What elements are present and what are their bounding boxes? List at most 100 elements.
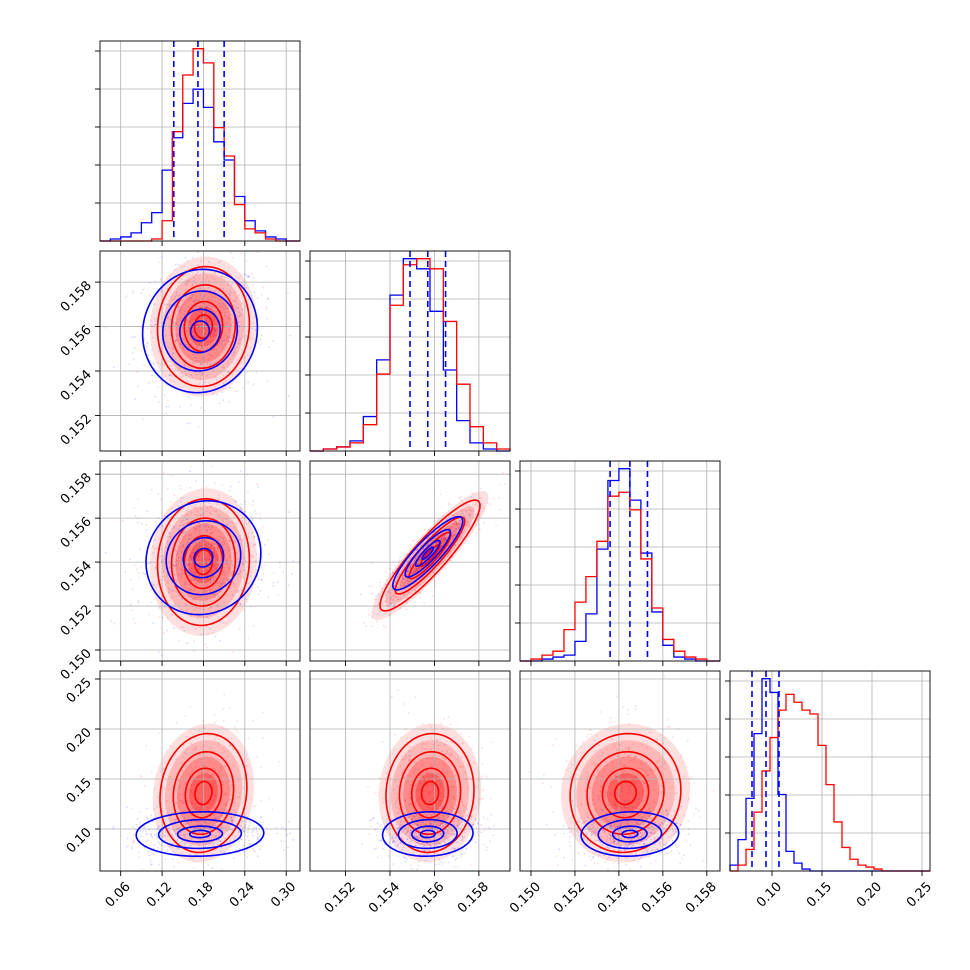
sample-point-red (194, 765, 197, 768)
sample-point-red (400, 835, 403, 838)
sample-point-blue (173, 525, 176, 528)
sample-point-blue (385, 827, 388, 829)
sample-point-red (455, 798, 458, 801)
sample-point-red (399, 607, 402, 609)
sample-point-red (213, 385, 216, 388)
sample-point-red (450, 804, 453, 806)
sample-point-red (453, 797, 456, 800)
sample-point-blue (372, 817, 375, 820)
sample-point-red (424, 780, 426, 783)
sample-point-blue (162, 810, 165, 812)
sample-point-red (178, 294, 181, 297)
sample-point-blue (252, 829, 255, 832)
sample-point-red (256, 251, 259, 254)
sample-point-red (164, 384, 167, 386)
sample-point-blue (183, 264, 186, 267)
sample-point-blue (241, 308, 244, 311)
sample-point-blue (406, 831, 409, 834)
sample-point-red (179, 805, 182, 807)
sample-point-blue (441, 806, 444, 808)
sample-point-red (221, 574, 223, 576)
sample-point-blue (194, 627, 197, 630)
sample-point-red (187, 508, 189, 510)
sample-point-red (234, 726, 237, 728)
sample-point-red (415, 789, 418, 792)
sample-point-red (215, 553, 218, 556)
sample-point-red (473, 514, 476, 516)
sample-point-red (674, 787, 677, 790)
sample-point-blue (447, 861, 450, 864)
sample-point-blue (438, 816, 440, 819)
sample-point-red (467, 811, 470, 814)
sample-point-blue (154, 280, 157, 283)
sample-point-blue (612, 838, 615, 841)
sample-point-blue (146, 345, 148, 348)
sample-point-blue (152, 622, 155, 624)
sample-point-blue (127, 845, 129, 847)
sample-point-blue (184, 841, 187, 844)
sample-point-blue (146, 807, 148, 810)
sample-point-red (166, 399, 169, 402)
sample-point-blue (203, 543, 206, 545)
sample-point-blue (237, 572, 240, 575)
sample-point-blue (282, 849, 285, 851)
sample-point-blue (180, 497, 183, 499)
sample-point-red (457, 789, 460, 792)
sample-point-red (206, 646, 208, 649)
sample-point-blue (427, 543, 429, 546)
sample-point-blue (392, 840, 395, 843)
sample-point-blue (237, 831, 240, 834)
sample-point-red (217, 594, 219, 597)
sample-point-blue (195, 582, 197, 585)
sample-point-red (181, 373, 184, 376)
sample-point-blue (208, 842, 211, 845)
sample-point-red (422, 742, 425, 745)
sample-point-red (379, 585, 381, 587)
sample-point-red (465, 523, 468, 526)
sample-point-red (370, 625, 373, 628)
sample-point-red (205, 822, 208, 825)
sample-point-red (600, 819, 603, 821)
sample-point-blue (219, 260, 222, 263)
sample-point-blue (608, 847, 611, 850)
sample-point-blue (659, 823, 662, 826)
sample-point-blue (430, 823, 433, 825)
sample-point-red (451, 795, 454, 798)
sample-point-red (193, 589, 196, 591)
sample-point-red (191, 795, 194, 798)
sample-point-red (192, 272, 195, 275)
sample-point-red (365, 625, 367, 627)
sample-point-blue (233, 540, 236, 543)
sample-point-red (226, 307, 229, 310)
sample-point-red (217, 343, 220, 346)
sample-point-red (628, 746, 630, 749)
sample-point-red (212, 368, 214, 371)
sample-point-red (168, 783, 171, 786)
sample-point-red (440, 723, 443, 725)
sample-point-red (228, 779, 231, 782)
sample-point-red (229, 548, 232, 550)
sample-point-blue (287, 394, 290, 397)
sample-point-red (176, 802, 179, 804)
sample-point-red (423, 777, 426, 780)
sample-point-blue (173, 526, 175, 528)
sample-point-red (238, 311, 240, 314)
sample-point-red (460, 753, 463, 756)
sample-point-blue (177, 594, 180, 597)
sample-point-blue (194, 373, 197, 376)
sample-point-blue (174, 549, 177, 551)
sample-point-red (206, 317, 209, 320)
sample-point-blue (609, 826, 612, 829)
sample-point-red (245, 573, 247, 575)
sample-point-red (433, 585, 436, 588)
sample-point-red (240, 274, 243, 277)
sample-point-red (469, 512, 472, 515)
sample-point-red (230, 573, 233, 575)
sample-point-red (447, 716, 450, 718)
sample-point-red (594, 807, 596, 810)
sample-point-blue (201, 281, 204, 283)
sample-point-red (439, 738, 441, 741)
sample-point-blue (425, 839, 428, 841)
sample-point-red (474, 503, 477, 505)
sample-point-red (181, 793, 184, 796)
